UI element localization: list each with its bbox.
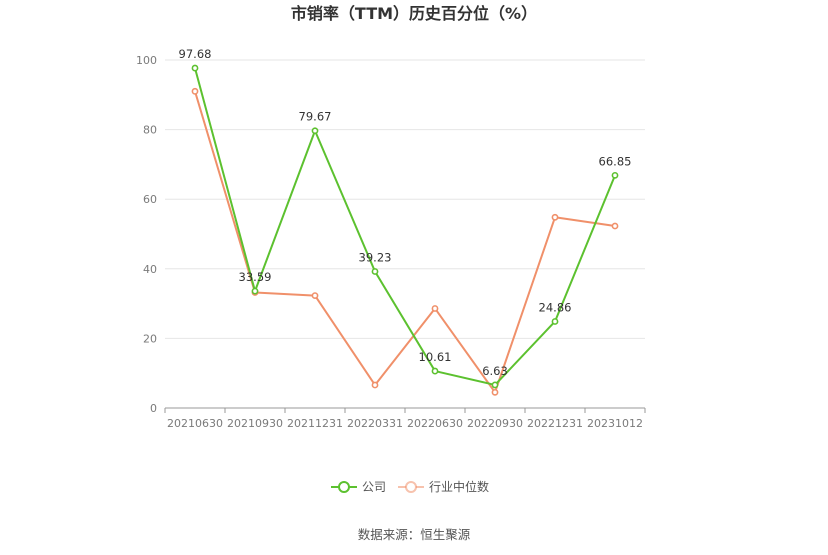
y-tick-label: 20 xyxy=(143,332,157,345)
data-label: 10.61 xyxy=(419,350,452,364)
data-label: 66.85 xyxy=(599,154,632,168)
x-axis: 20210630 20210930 20211231 20220331 20220630… xyxy=(164,407,646,430)
y-axis: 0 20 40 60 80 100 xyxy=(136,54,157,415)
data-point[interactable] xyxy=(191,64,199,72)
legend-label: 行业中位数 xyxy=(429,479,489,494)
data-point[interactable] xyxy=(611,222,619,230)
data-point[interactable] xyxy=(311,127,319,135)
x-tick-label: 20220331 xyxy=(347,417,403,430)
y-tick-label: 100 xyxy=(136,54,157,67)
series-line-1 xyxy=(194,91,616,394)
x-tick-label: 20211231 xyxy=(287,417,343,430)
data-label: 6.63 xyxy=(482,364,508,378)
x-tick-label: 20231012 xyxy=(587,417,643,430)
x-tick-label: 20221231 xyxy=(527,417,583,430)
legend-marker xyxy=(338,481,350,493)
chart-title: 市销率（TTM）历史百分位（%） xyxy=(291,4,537,23)
data-point[interactable] xyxy=(251,287,259,295)
data-point[interactable] xyxy=(311,292,319,299)
data-point[interactable] xyxy=(431,305,439,312)
legend-item-1[interactable]: 行业中位数 xyxy=(398,479,489,494)
y-tick-label: 40 xyxy=(143,263,157,276)
series-lines xyxy=(194,67,616,394)
data-labels: 97.68 33.59 79.67 39.23 10.61 6.63 24.86 66.85 xyxy=(179,47,632,378)
data-point[interactable] xyxy=(491,381,499,389)
y-tick-label: 80 xyxy=(143,124,157,137)
data-point[interactable] xyxy=(491,388,499,396)
y-tick-label: 0 xyxy=(150,402,157,415)
data-label: 79.67 xyxy=(299,110,332,124)
legend-label: 公司 xyxy=(362,480,386,494)
source-note: 数据来源：恒生聚源 xyxy=(358,527,471,542)
x-tick-label: 20210630 xyxy=(167,417,223,430)
legend-marker xyxy=(405,481,417,493)
data-label: 33.59 xyxy=(239,270,272,284)
data-point[interactable] xyxy=(551,318,559,325)
series-line-0 xyxy=(194,67,616,386)
data-point[interactable] xyxy=(371,381,379,389)
series-points xyxy=(191,64,619,396)
grid xyxy=(165,59,645,339)
x-tick-label: 20220630 xyxy=(407,417,463,430)
x-tick-label: 20210930 xyxy=(227,417,283,430)
data-label: 39.23 xyxy=(359,250,392,264)
data-point[interactable] xyxy=(551,213,559,221)
y-tick-label: 60 xyxy=(143,193,157,206)
data-point[interactable] xyxy=(431,367,439,375)
data-point[interactable] xyxy=(611,171,619,179)
data-point[interactable] xyxy=(191,87,199,95)
x-tick-label: 20220930 xyxy=(467,417,523,430)
data-label: 24.86 xyxy=(539,300,572,314)
data-label: 97.68 xyxy=(179,47,212,61)
legend[interactable]: 公司 行业中位数 xyxy=(331,479,489,494)
data-point[interactable] xyxy=(371,268,379,275)
legend-item-0[interactable]: 公司 xyxy=(331,480,386,494)
